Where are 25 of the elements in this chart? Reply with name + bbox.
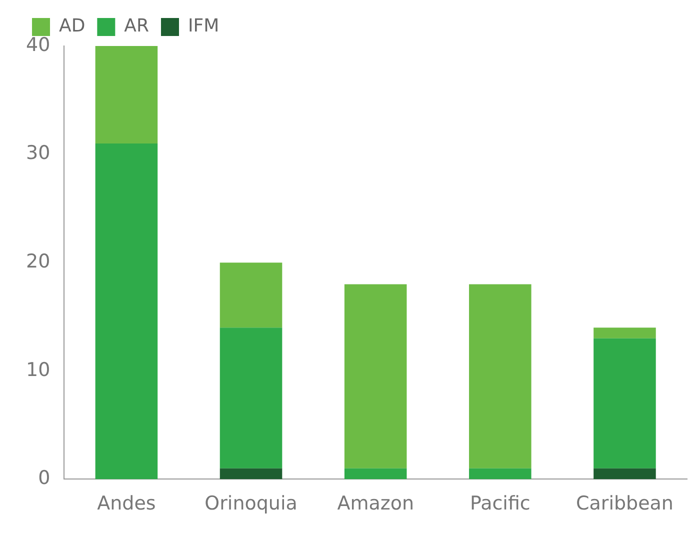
x-tick-label: Pacific <box>470 492 530 515</box>
x-tick-label: Caribbean <box>576 492 674 515</box>
bar <box>344 284 407 468</box>
x-tick-label: Orinoquia <box>204 492 298 515</box>
x-tick-label: Andes <box>97 492 156 515</box>
y-tick-label: 20 <box>26 250 50 273</box>
bar <box>469 284 532 468</box>
bar <box>220 262 282 328</box>
y-tick-label: 30 <box>26 142 50 164</box>
bar <box>594 328 656 338</box>
bar <box>344 468 407 480</box>
legend-label: AR <box>124 16 149 37</box>
y-tick-label: 0 <box>38 467 50 490</box>
bar <box>95 143 158 480</box>
bar <box>220 468 282 480</box>
bar <box>469 468 532 480</box>
legend-label: IFM <box>188 16 220 37</box>
y-tick-label: 10 <box>26 358 50 381</box>
bar <box>220 328 282 468</box>
bar <box>594 338 656 468</box>
x-tick-label: Amazon <box>337 492 414 515</box>
y-tick-label: 40 <box>26 34 50 56</box>
legend-label: AD <box>59 16 86 37</box>
bar <box>594 468 656 480</box>
bar <box>95 46 158 144</box>
